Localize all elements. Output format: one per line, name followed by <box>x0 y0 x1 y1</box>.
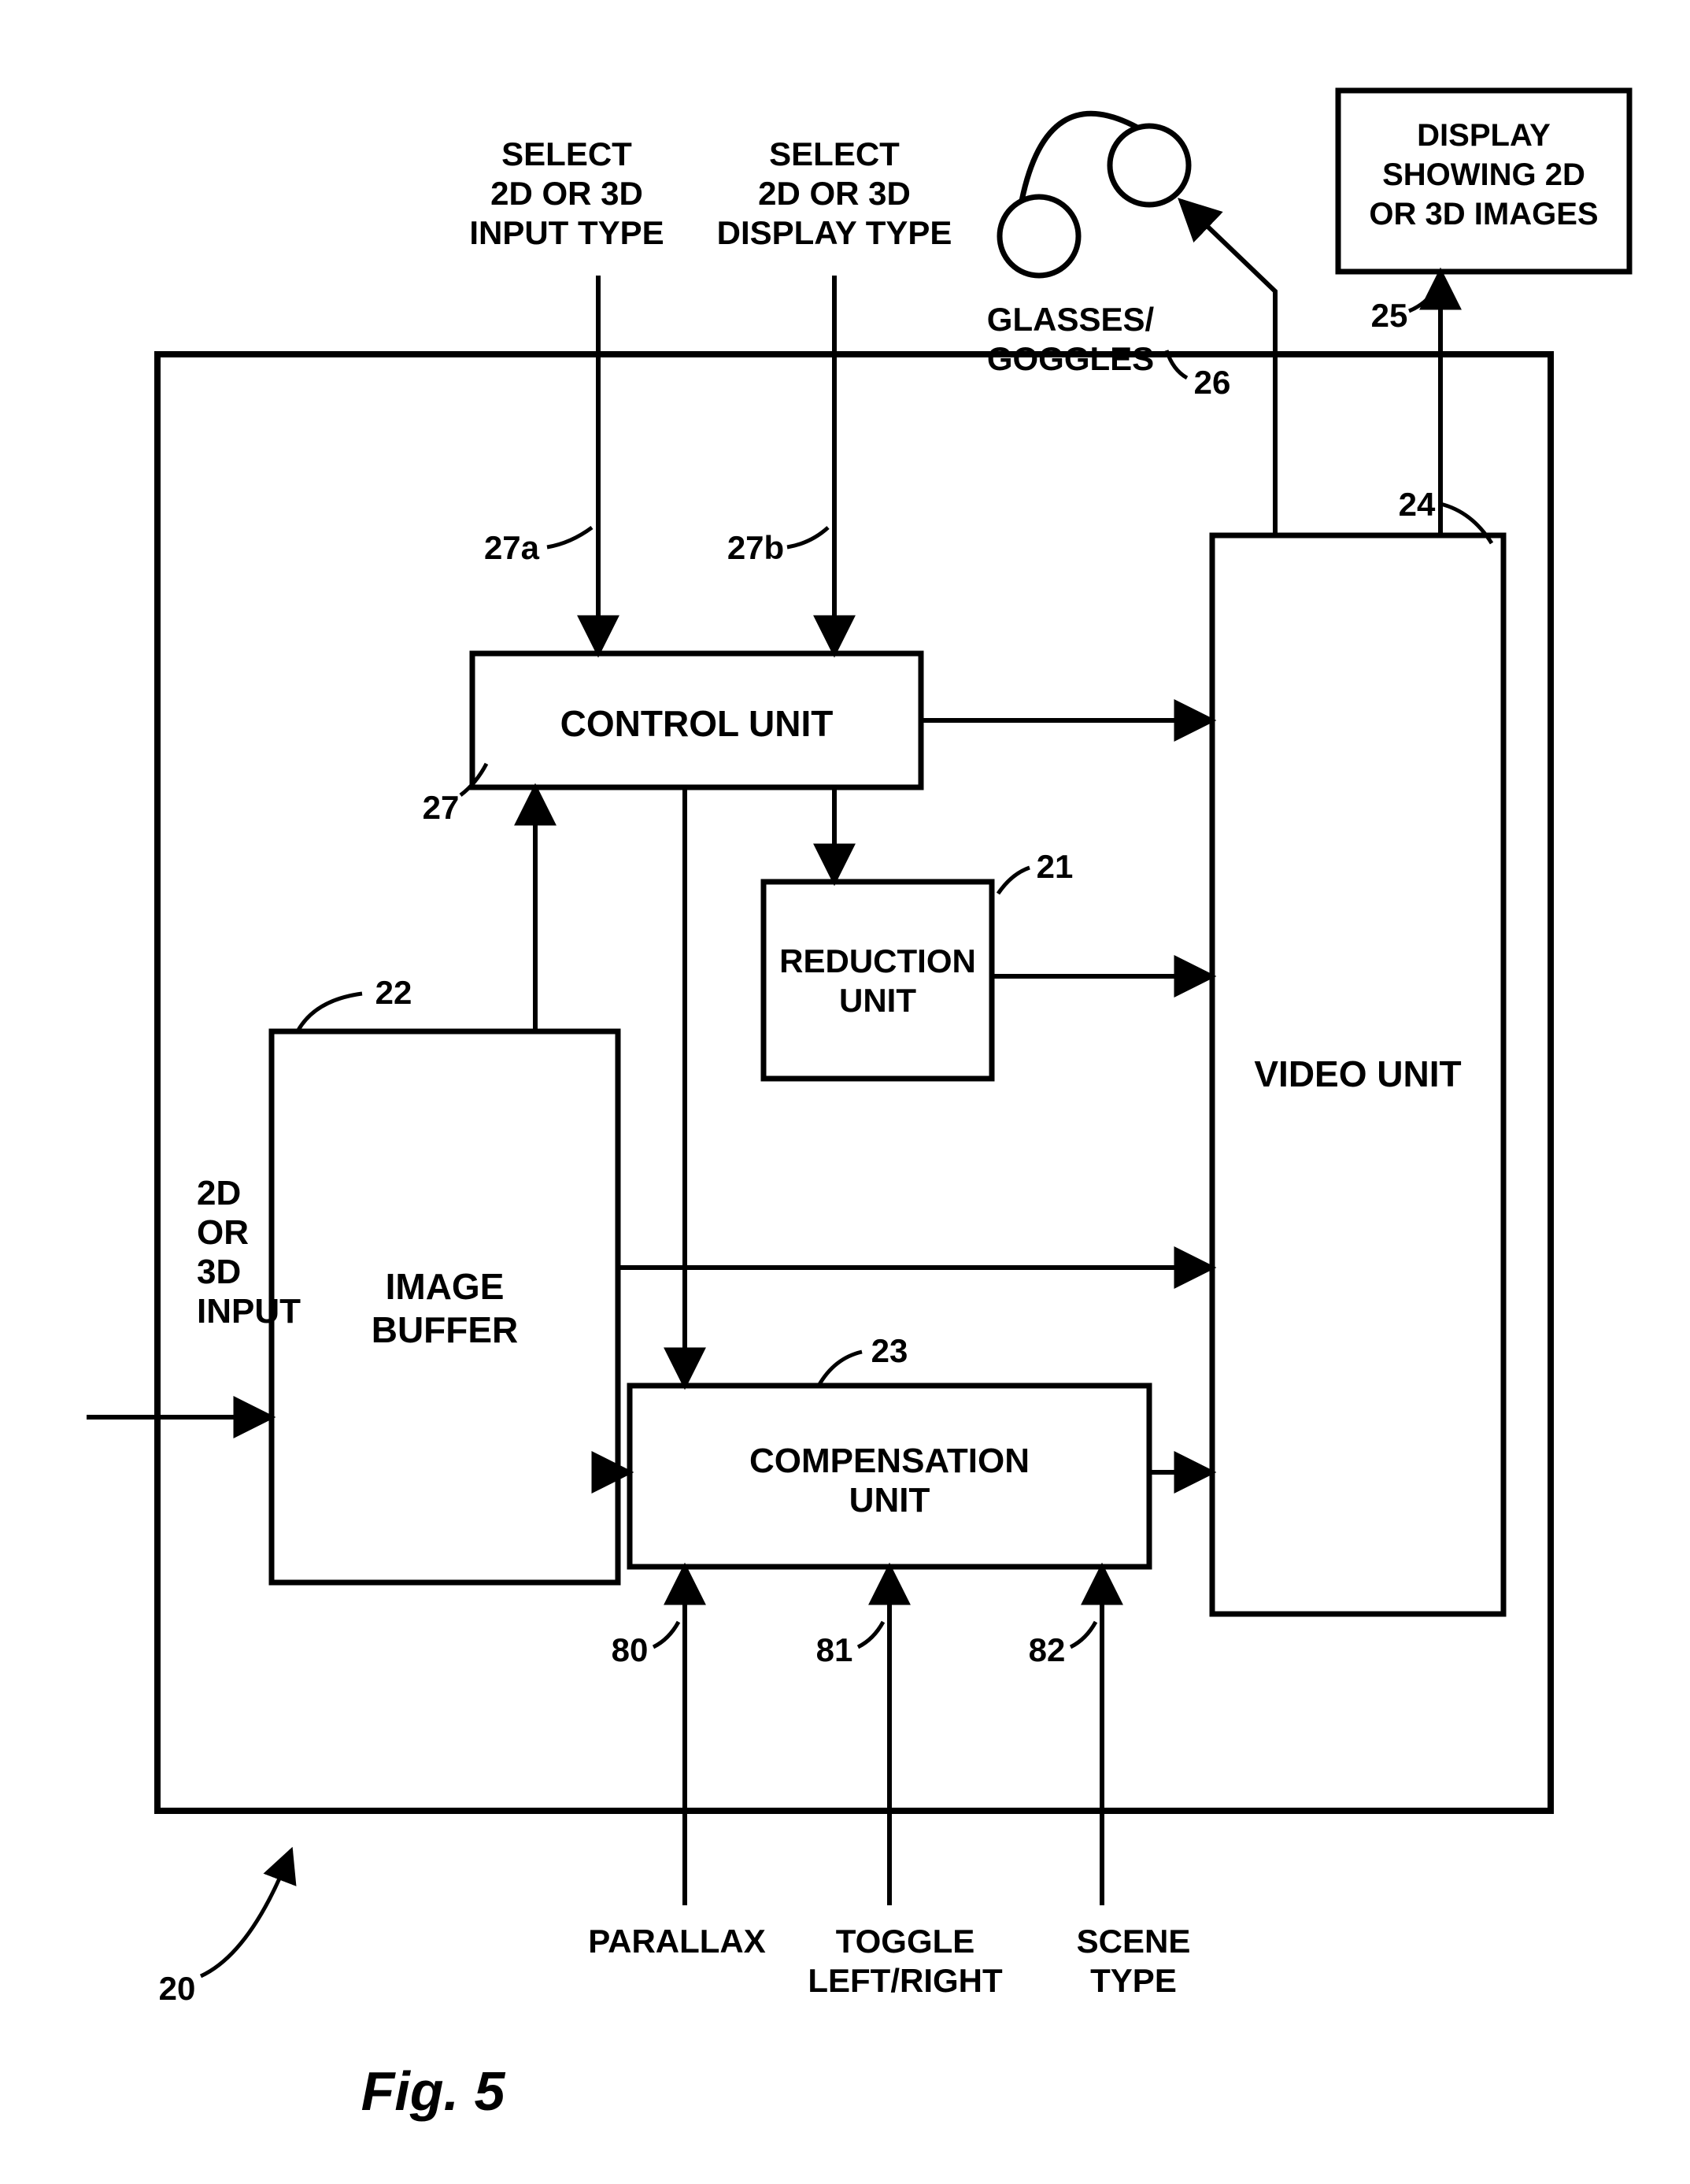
goggles-icon <box>1000 113 1189 276</box>
compensation-unit-label-1: COMPENSATION <box>749 1442 1030 1480</box>
sel-input-1: SELECT <box>501 135 632 172</box>
sel-input-2: 2D OR 3D <box>490 175 643 212</box>
ref-27: 27 <box>423 789 460 826</box>
parallax-label: PARALLAX <box>588 1923 766 1960</box>
reduction-unit-box <box>764 882 992 1079</box>
ref-20: 20 <box>159 1970 196 2007</box>
toggle-label-2: LEFT/RIGHT <box>808 1962 1003 1999</box>
input-label-3: 3D <box>197 1253 241 1291</box>
image-buffer-label-1: IMAGE <box>386 1266 505 1307</box>
ref-22: 22 <box>375 974 412 1011</box>
reduction-unit-label-1: REDUCTION <box>779 942 976 979</box>
goggles-label-1: GLASSES/ <box>987 301 1155 338</box>
ref-27b: 27b <box>727 529 784 566</box>
ref-24: 24 <box>1399 486 1436 523</box>
ref-25: 25 <box>1371 297 1408 334</box>
input-label-4: INPUT <box>197 1292 301 1331</box>
sel-display-2: 2D OR 3D <box>758 175 911 212</box>
video-unit-label: VIDEO UNIT <box>1254 1053 1461 1094</box>
ref-21: 21 <box>1037 848 1074 885</box>
ref-20-leader <box>201 1850 291 1976</box>
display-label-3: OR 3D IMAGES <box>1369 197 1598 231</box>
figure-caption: Fig. 5 <box>361 2060 506 2122</box>
sel-input-3: INPUT TYPE <box>469 214 664 251</box>
input-label-1: 2D <box>197 1174 241 1212</box>
goggles-label-2: GOGGLES <box>987 340 1154 377</box>
ref-23: 23 <box>871 1332 908 1369</box>
ref-82: 82 <box>1029 1631 1066 1668</box>
compensation-unit-label-2: UNIT <box>849 1481 930 1520</box>
sel-display-3: DISPLAY TYPE <box>717 214 952 251</box>
scene-type-label-2: TYPE <box>1090 1962 1177 1999</box>
image-buffer-box <box>272 1031 618 1582</box>
sel-display-1: SELECT <box>769 135 900 172</box>
image-buffer-label-2: BUFFER <box>372 1309 519 1350</box>
block-diagram: 20 IMAGE BUFFER 22 CONTROL UNIT 27 REDUC… <box>0 0 1690 2184</box>
ref-26: 26 <box>1194 364 1231 401</box>
ref-81: 81 <box>816 1631 853 1668</box>
ref-80: 80 <box>612 1631 649 1668</box>
control-unit-label: CONTROL UNIT <box>560 703 834 744</box>
display-label-1: DISPLAY <box>1417 118 1551 153</box>
ref-27a: 27a <box>484 529 540 566</box>
display-label-2: SHOWING 2D <box>1382 157 1585 192</box>
input-label-2: OR <box>197 1213 249 1252</box>
scene-type-label-1: SCENE <box>1077 1923 1191 1960</box>
reduction-unit-label-2: UNIT <box>839 982 916 1019</box>
ref-25-leader <box>1409 282 1440 311</box>
toggle-label-1: TOGGLE <box>836 1923 975 1960</box>
